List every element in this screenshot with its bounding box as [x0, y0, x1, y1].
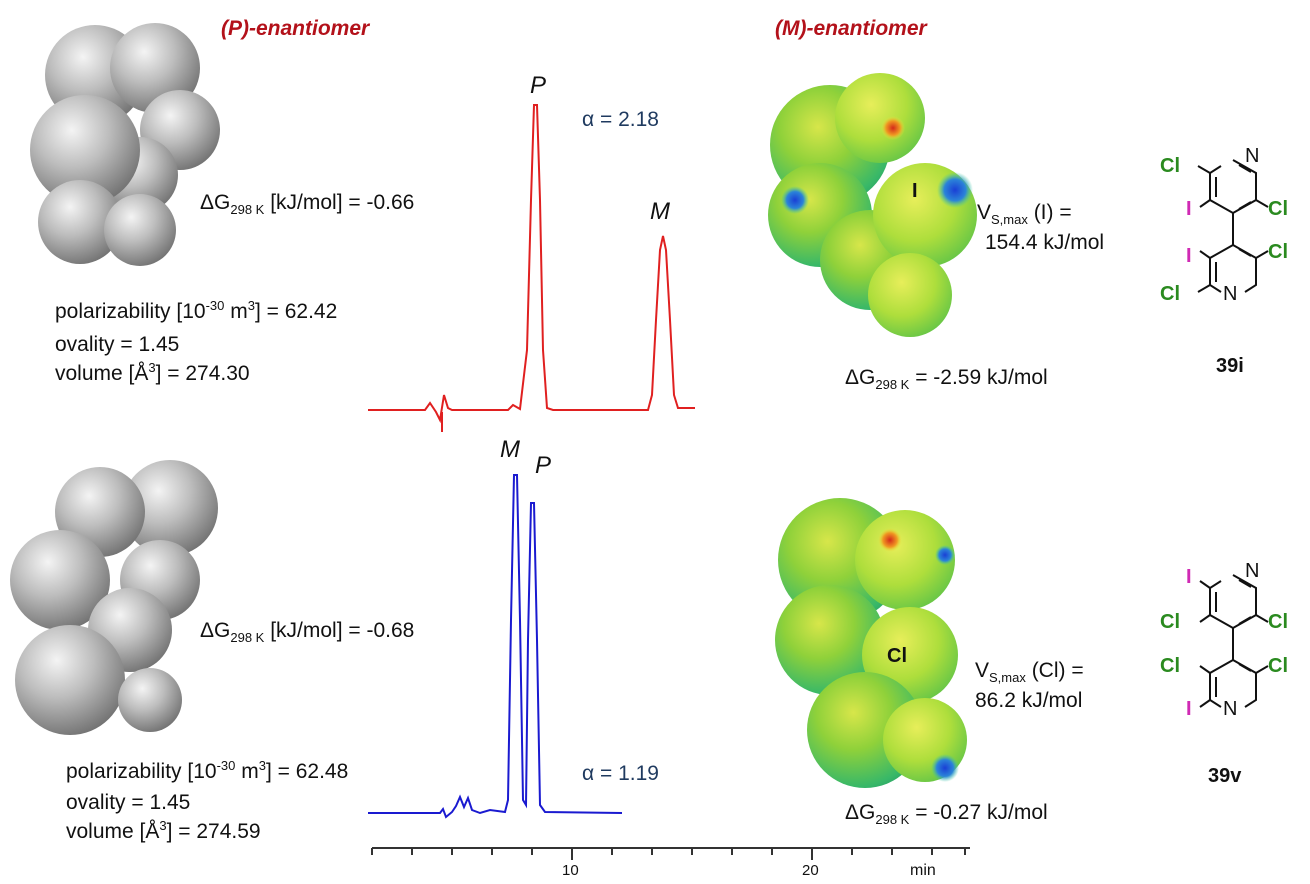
atom-n: N	[1223, 698, 1237, 720]
atom-n: N	[1223, 283, 1237, 305]
atom-i: I	[1186, 698, 1192, 720]
atom-label-esp-bottom: Cl	[887, 645, 907, 667]
atom-cl: Cl	[1160, 611, 1180, 633]
ovality-top: ovality = 1.45	[55, 333, 180, 356]
vs-max-value-top: 154.4 kJ/mol	[985, 231, 1105, 254]
atom-i: I	[1186, 566, 1192, 588]
compound-label-39v: 39v	[1208, 765, 1242, 787]
vs-max-top: VS,max (I) =	[977, 201, 1072, 228]
molecule-model-bottom-p	[10, 460, 218, 735]
atom-cl: Cl	[1160, 155, 1180, 177]
atom-cl: Cl	[1160, 283, 1180, 305]
atom-n: N	[1245, 145, 1259, 167]
atom-i: I	[1186, 198, 1192, 220]
chromatogram-trace-bottom	[368, 474, 623, 819]
axis-tick-10: 10	[562, 862, 579, 879]
peak-label-p-top: P	[530, 72, 547, 99]
volume-bottom: volume [Å3] = 274.59	[66, 818, 261, 843]
atom-cl: Cl	[1268, 655, 1288, 677]
delta-g-m-bottom: ΔG298 K = -0.27 kJ/mol	[845, 801, 1048, 828]
time-axis	[371, 847, 970, 860]
delta-g-p-top: ΔG298 K [kJ/mol] = -0.66	[200, 191, 415, 218]
axis-unit-min: min	[910, 862, 936, 879]
peak-label-p-bottom: P	[535, 452, 552, 479]
structure-39v	[1199, 574, 1269, 708]
m-enantiomer-header: (M)-enantiomer	[775, 17, 927, 40]
alpha-top: α = 2.18	[582, 108, 659, 131]
delta-g-m-top: ΔG298 K = -2.59 kJ/mol	[845, 366, 1048, 393]
atom-n: N	[1245, 560, 1259, 582]
structure-39i	[1197, 159, 1269, 293]
polarizability-bottom: polarizability [10-30 m3] = 62.48	[66, 758, 349, 783]
esp-surface-top	[768, 73, 977, 337]
atom-cl: Cl	[1160, 655, 1180, 677]
volume-top: volume [Å3] = 274.30	[55, 360, 250, 385]
atom-cl: Cl	[1268, 198, 1288, 220]
compound-label-39i: 39i	[1216, 355, 1244, 377]
axis-tick-20: 20	[802, 862, 819, 879]
chromatogram-trace-top	[368, 104, 695, 424]
p-enantiomer-header: (P)-enantiomer	[221, 17, 370, 40]
peak-label-m-bottom: M	[500, 436, 520, 463]
atom-i: I	[1186, 245, 1192, 267]
delta-g-p-bottom: ΔG298 K [kJ/mol] = -0.68	[200, 619, 415, 646]
atom-label-esp-top: I	[912, 180, 918, 202]
ovality-bottom: ovality = 1.45	[66, 791, 191, 814]
atom-cl: Cl	[1268, 241, 1288, 263]
vs-max-value-bottom: 86.2 kJ/mol	[975, 689, 1083, 712]
atom-cl: Cl	[1268, 611, 1288, 633]
vs-max-bottom: VS,max (Cl) =	[975, 659, 1084, 686]
polarizability-top: polarizability [10-30 m3] = 62.42	[55, 298, 338, 323]
esp-surface-bottom	[775, 498, 967, 788]
peak-label-m-top: M	[650, 198, 670, 225]
alpha-bottom: α = 1.19	[582, 762, 659, 785]
molecule-model-top-p	[30, 23, 220, 266]
